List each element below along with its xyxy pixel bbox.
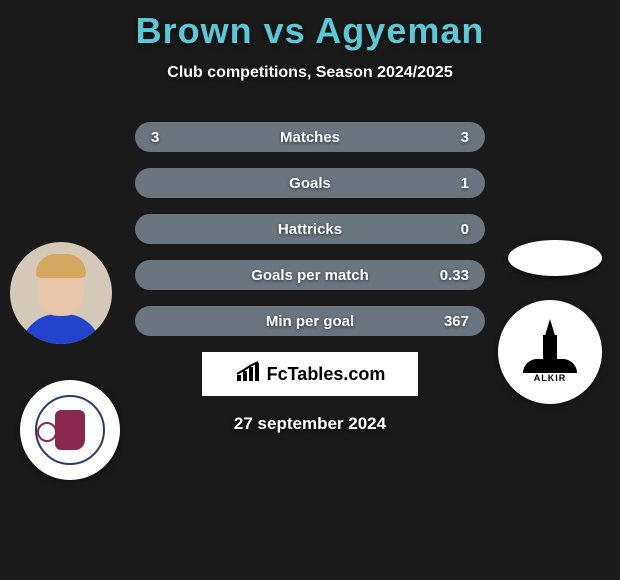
stat-rows: 3 Matches 3 Goals 1 Hattricks 0 Goals pe… [135, 122, 485, 336]
stat-label: Min per goal [266, 313, 354, 330]
crest-text: ALKIR [534, 373, 567, 383]
stat-row-matches: 3 Matches 3 [135, 122, 485, 152]
stat-right-value: 1 [429, 175, 469, 192]
player1-avatar [10, 242, 112, 344]
stat-row-goals: Goals 1 [135, 168, 485, 198]
chart-icon [235, 361, 263, 388]
stat-right-value: 0 [429, 221, 469, 238]
stat-row-gpm: Goals per match 0.33 [135, 260, 485, 290]
stat-right-value: 367 [429, 313, 469, 330]
crest-lion-icon [55, 410, 85, 450]
stat-row-hattricks: Hattricks 0 [135, 214, 485, 244]
crest-ring [35, 395, 105, 465]
player1-club-crest [20, 380, 120, 480]
crest-base-icon [523, 359, 577, 373]
player1-hair [36, 254, 86, 278]
page-subtitle: Club competitions, Season 2024/2025 [0, 64, 620, 82]
stat-left-value: 3 [151, 129, 191, 146]
stat-row-mpg: Min per goal 367 [135, 306, 485, 336]
player2-club-crest: ALKIR [498, 300, 602, 404]
stat-right-value: 3 [429, 129, 469, 146]
stats-area: ALKIR 3 Matches 3 Goals 1 Hattricks 0 Go… [0, 122, 620, 336]
stat-right-value: 0.33 [429, 267, 469, 284]
stat-label: Matches [280, 129, 340, 146]
player1-shirt [21, 314, 101, 344]
page-title: Brown vs Agyeman [0, 10, 620, 52]
stat-label: Goals [289, 175, 331, 192]
footer-logo[interactable]: FcTables.com [202, 352, 418, 396]
page-root: Brown vs Agyeman Club competitions, Seas… [0, 0, 620, 434]
stat-label: Hattricks [278, 221, 342, 238]
player2-avatar-placeholder [508, 240, 602, 276]
stat-label: Goals per match [251, 267, 369, 284]
crest-falkirk: ALKIR [520, 317, 580, 387]
footer-logo-text: FcTables.com [267, 364, 386, 385]
